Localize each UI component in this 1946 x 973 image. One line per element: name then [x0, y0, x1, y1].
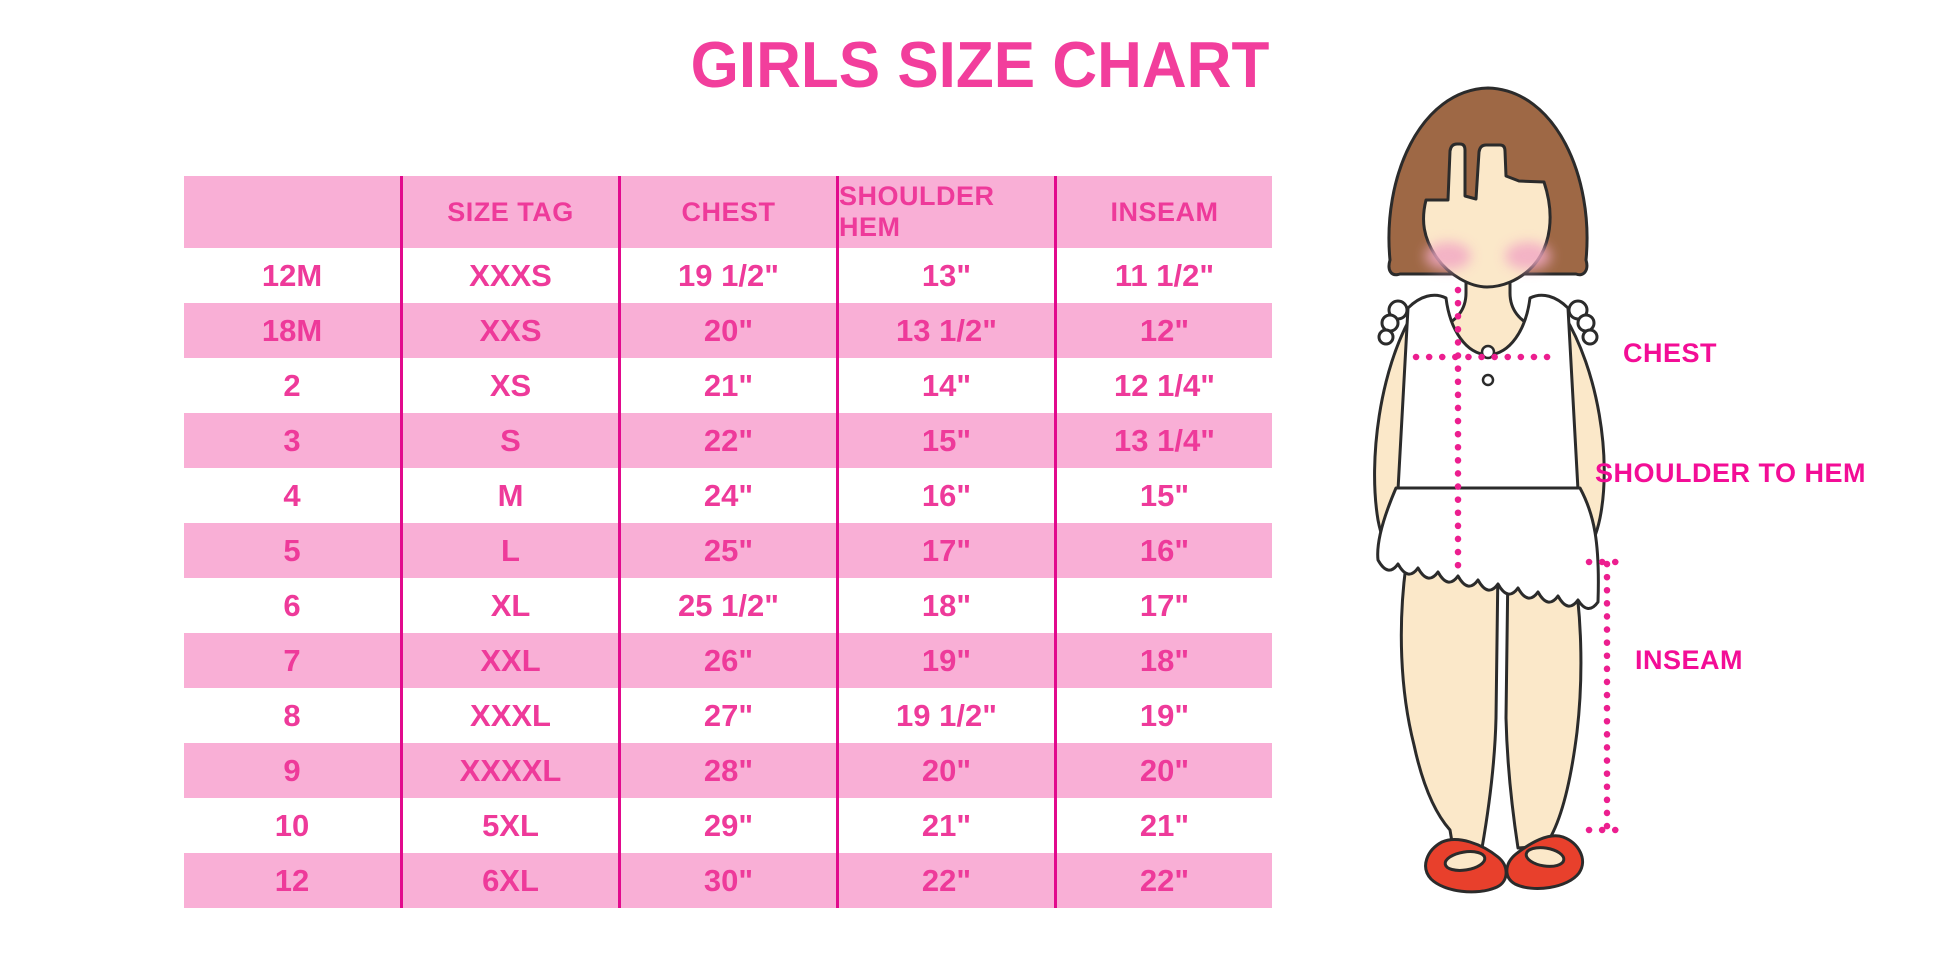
shoulder-to-hem-label: SHOULDER TO HEM: [1595, 458, 1867, 488]
size-tag-cell: L: [400, 523, 618, 578]
girls-size-table: SIZE TAG CHEST SHOULDER HEM INSEAM 12M XX…: [184, 176, 1272, 908]
right-leg: [1504, 563, 1583, 850]
chest-cell: 21": [618, 358, 836, 413]
table-row: 9 XXXXL 28" 20" 20": [184, 743, 1272, 798]
chest-cell: 24": [618, 468, 836, 523]
shoulder-hem-cell: 22": [836, 853, 1054, 908]
right-shoe-strap-cutout: [1524, 846, 1566, 868]
table-row: 2 XS 21" 14" 12 1/4": [184, 358, 1272, 413]
size-cell: 7: [283, 642, 301, 678]
size-tag-cell: 6XL: [400, 853, 618, 908]
measurement-lines: [1412, 286, 1631, 834]
chest-cell: 22": [618, 413, 836, 468]
inseam-cell: 13 1/4": [1054, 413, 1272, 468]
inseam-cell: 18": [1054, 633, 1272, 688]
shoulder-hem-cell: 13": [836, 248, 1054, 303]
size-tag-cell: XXXS: [400, 248, 618, 303]
shoulder-hem-cell: 21": [836, 798, 1054, 853]
shoulder-hem-cell: 13 1/2": [836, 303, 1054, 358]
table-row: 4 M 24" 16" 15": [184, 468, 1272, 523]
inseam-cell: 19": [1054, 688, 1272, 743]
shoulder-hem-cell: 20": [836, 743, 1054, 798]
left-leg: [1399, 563, 1500, 850]
shoulder-hem-cell: 19 1/2": [836, 688, 1054, 743]
button-bottom: [1481, 373, 1495, 387]
chest-cell: 29": [618, 798, 836, 853]
size-cell: 18M: [261, 312, 323, 348]
size-cell: 9: [283, 752, 301, 788]
header-shoulder-hem-cell: SHOULDER HEM: [836, 176, 1054, 248]
skirt: [1376, 486, 1600, 610]
girl-figure: [1373, 86, 1606, 894]
header-chest-cell: CHEST: [618, 176, 836, 248]
size-tag-cell: XXXL: [400, 688, 618, 743]
cheek-blush: [1425, 242, 1551, 270]
size-tag-cell: XL: [400, 578, 618, 633]
inseam-label: INSEAM: [1635, 645, 1744, 675]
size-cell: 10: [274, 807, 310, 843]
chest-cell: 30": [618, 853, 836, 908]
shoulder-hem-cell: 14": [836, 358, 1054, 413]
inseam-cell: 11 1/2": [1054, 248, 1272, 303]
size-cell: 8: [283, 697, 301, 733]
inseam-cell: 22": [1054, 853, 1272, 908]
size-tag-cell: XXXXL: [400, 743, 618, 798]
size-tag-cell: S: [400, 413, 618, 468]
chest-cell: 25 1/2": [618, 578, 836, 633]
chest-cell: 28": [618, 743, 836, 798]
header-size-tag-cell: SIZE TAG: [400, 176, 618, 248]
inseam-cell: 16": [1054, 523, 1272, 578]
inseam-cell: 21": [1054, 798, 1272, 853]
size-tag-cell: XXS: [400, 303, 618, 358]
table-row: 7 XXL 26" 19" 18": [184, 633, 1272, 688]
size-cell: 4: [283, 477, 301, 513]
header-blank-cell: [184, 176, 400, 248]
left-shoe-strap-cutout: [1443, 850, 1487, 872]
inseam-cell: 20": [1054, 743, 1272, 798]
chest-cell: 26": [618, 633, 836, 688]
inseam-cell: 12": [1054, 303, 1272, 358]
chest-cell: 19 1/2": [618, 248, 836, 303]
table-row: 5 L 25" 17" 16": [184, 523, 1272, 578]
size-tag-cell: XXL: [400, 633, 618, 688]
size-cell: 5: [283, 532, 301, 568]
shoulder-hem-cell: 15": [836, 413, 1054, 468]
table-row: 3 S 22" 15" 13 1/4": [184, 413, 1272, 468]
size-tag-cell: XS: [400, 358, 618, 413]
table-row: 10 5XL 29" 21" 21": [184, 798, 1272, 853]
page-title: GIRLS SIZE CHART: [690, 29, 1270, 102]
table-row: 6 XL 25 1/2" 18" 17": [184, 578, 1272, 633]
size-tag-cell: 5XL: [400, 798, 618, 853]
size-cell: 12: [274, 862, 310, 898]
size-cell: 12M: [261, 257, 323, 293]
shoulder-hem-cell: 17": [836, 523, 1054, 578]
size-cell: 6: [283, 587, 301, 623]
inseam-cell: 15": [1054, 468, 1272, 523]
size-cell: 2: [283, 367, 301, 403]
table-header-row: SIZE TAG CHEST SHOULDER HEM INSEAM: [184, 176, 1272, 248]
shoulder-hem-cell: 16": [836, 468, 1054, 523]
chest-cell: 20": [618, 303, 836, 358]
size-tag-cell: M: [400, 468, 618, 523]
table-row: 12 6XL 30" 22" 22": [184, 853, 1272, 908]
girl-illustration: [1373, 86, 1631, 894]
shoulder-hem-cell: 19": [836, 633, 1054, 688]
chest-label: CHEST: [1623, 338, 1718, 368]
inseam-cell: 17": [1054, 578, 1272, 633]
button-top: [1480, 344, 1496, 360]
table-row: 12M XXXS 19 1/2" 13" 11 1/2": [184, 248, 1272, 303]
chest-cell: 27": [618, 688, 836, 743]
shoulder-hem-cell: 18": [836, 578, 1054, 633]
inseam-cell: 12 1/4": [1054, 358, 1272, 413]
table-body: 12M XXXS 19 1/2" 13" 11 1/2" 18M XXS 20" 13 1/2"…: [184, 248, 1272, 908]
table-row: 8 XXXL 27" 19 1/2" 19": [184, 688, 1272, 743]
header-inseam-cell: INSEAM: [1054, 176, 1272, 248]
chest-cell: 25": [618, 523, 836, 578]
table-row: 18M XXS 20" 13 1/2" 12": [184, 303, 1272, 358]
size-cell: 3: [283, 422, 301, 458]
